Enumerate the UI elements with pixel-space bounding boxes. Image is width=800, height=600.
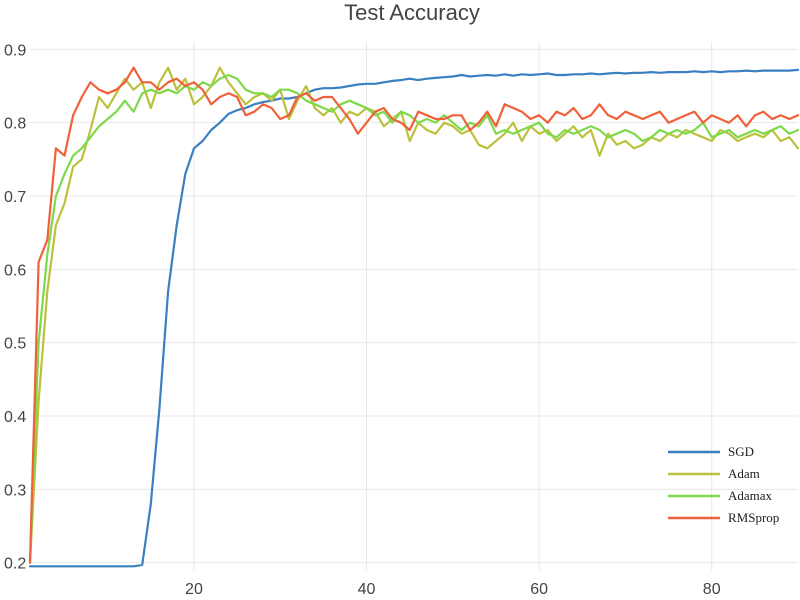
y-tick-label: 0.5 <box>4 336 26 353</box>
axes: 0.2 0.3 0.4 0.5 0.6 0.7 0.8 0.9 20 40 60 80 <box>4 42 721 598</box>
legend-label-adam: Adam <box>728 466 760 481</box>
y-tick-label: 0.3 <box>4 482 26 499</box>
y-tick-label: 0.2 <box>4 556 26 573</box>
series-line-adam <box>28 66 800 564</box>
legend: SGD Adam Adamax RMSprop <box>668 444 779 525</box>
x-tick-label: 20 <box>185 581 203 598</box>
x-tick-label: 40 <box>358 581 376 598</box>
y-tick-label: 0.4 <box>4 409 26 426</box>
y-tick-label: 0.7 <box>4 189 26 206</box>
y-tick-label: 0.8 <box>4 116 26 133</box>
legend-label-rmsprop: RMSprop <box>728 510 779 525</box>
x-tick-label: 60 <box>530 581 548 598</box>
series-line-sgd <box>28 68 800 568</box>
series-line-rmsprop <box>28 66 800 564</box>
legend-label-sgd: SGD <box>728 444 754 459</box>
y-tick-label: 0.9 <box>4 42 26 59</box>
legend-label-adamax: Adamax <box>728 488 773 503</box>
chart-title: Test Accuracy <box>344 0 480 25</box>
x-tick-label: 80 <box>703 581 721 598</box>
series-lines <box>28 66 800 568</box>
y-tick-label: 0.6 <box>4 262 26 279</box>
